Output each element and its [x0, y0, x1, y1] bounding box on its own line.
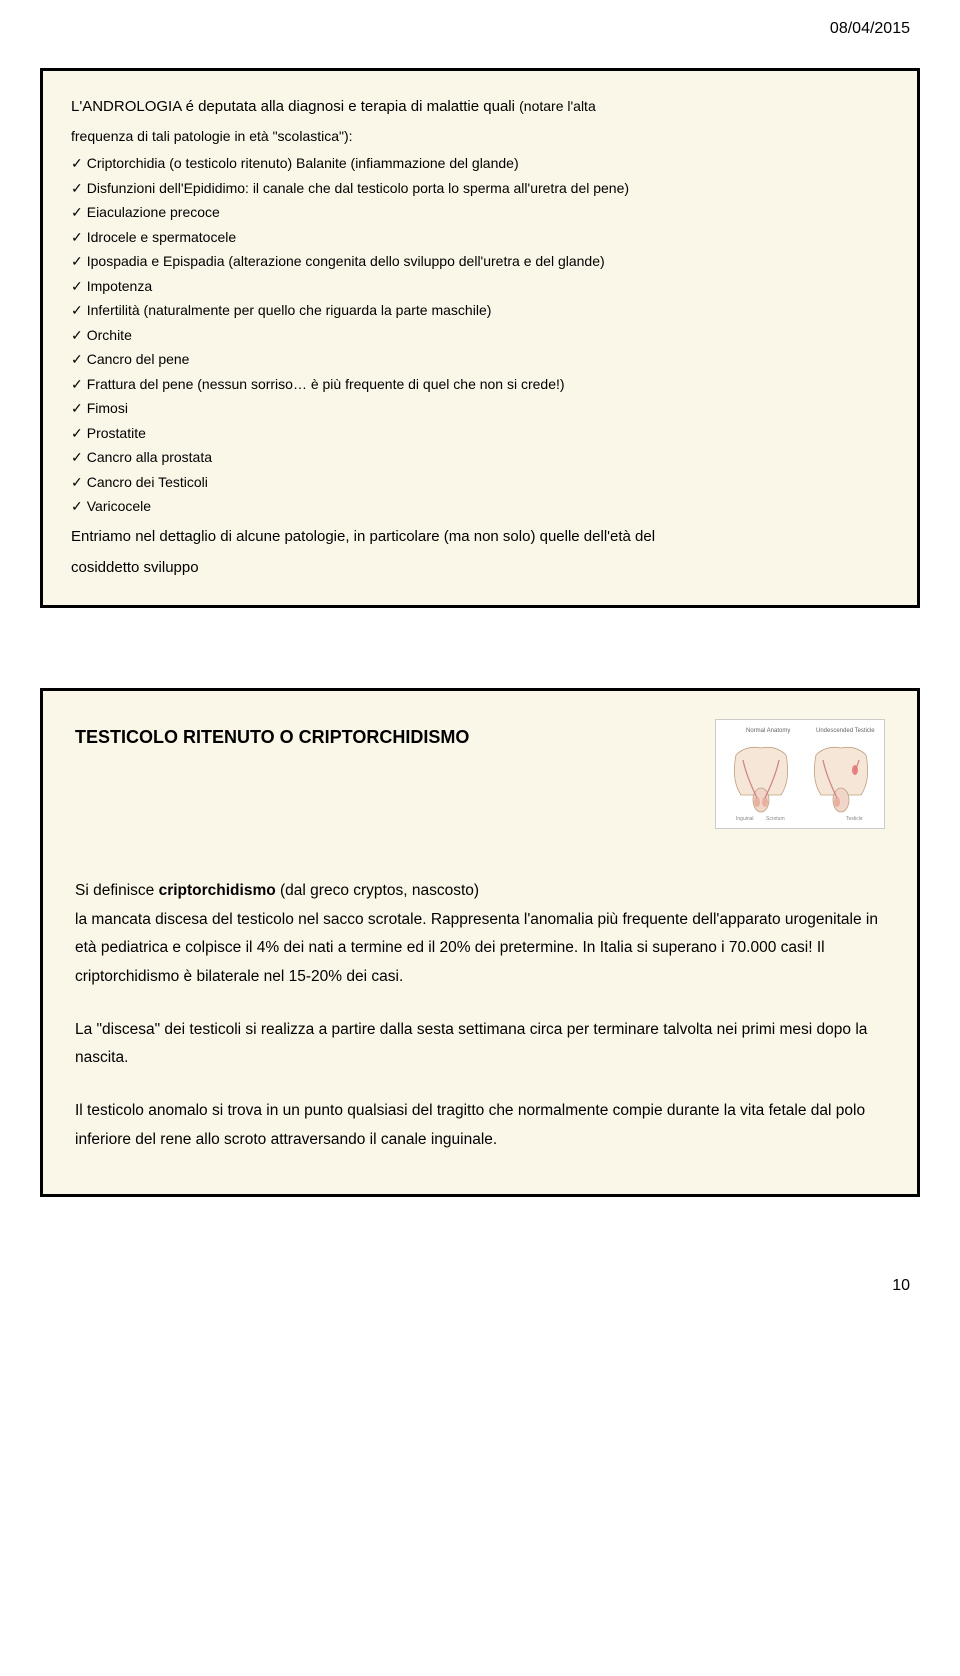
- p1-d: la mancata discesa del testicolo nel sac…: [75, 911, 878, 985]
- bullet-item: ✓Fimosi: [71, 396, 889, 421]
- check-icon: ✓: [71, 225, 83, 250]
- intro-paren: (notare l'alta: [519, 98, 596, 114]
- check-icon: ✓: [71, 200, 83, 225]
- bullet-text: Cancro alla prostata: [87, 445, 212, 470]
- bullet-item: ✓Varicocele: [71, 494, 889, 519]
- intro-lead: L'ANDROLOGIA é deputata alla diagnosi e …: [71, 98, 519, 115]
- bullet-text: Varicocele: [87, 494, 151, 519]
- bullet-item: ✓Eiaculazione precoce: [71, 200, 889, 225]
- slide2-header: TESTICOLO RITENUTO O CRIPTORCHIDISMO Nor…: [75, 719, 885, 829]
- p1-b: criptorchidismo: [159, 882, 276, 899]
- slide1-outro2: cosiddetto sviluppo: [71, 554, 889, 581]
- page-number: 10: [40, 1277, 920, 1295]
- slide1-intro-line2: frequenza di tali patologie in età "scol…: [71, 125, 889, 147]
- anatomy-diagram: Normal Anatomy Undescended Testicle: [715, 719, 885, 829]
- check-icon: ✓: [71, 494, 83, 519]
- check-icon: ✓: [71, 470, 83, 495]
- bullet-item: ✓Idrocele e spermatocele: [71, 225, 889, 250]
- bullet-item: ✓Frattura del pene (nessun sorriso… è pi…: [71, 372, 889, 397]
- bullet-item: ✓Impotenza: [71, 274, 889, 299]
- bullet-text: Orchite: [87, 323, 132, 348]
- check-icon: ✓: [71, 396, 83, 421]
- check-icon: ✓: [71, 445, 83, 470]
- bullet-item: ✓Disfunzioni dell'Epididimo: il canale c…: [71, 176, 889, 201]
- bullet-text: Criptorchidia (o testicolo ritenuto) Bal…: [87, 151, 519, 176]
- bullet-text: Idrocele e spermatocele: [87, 225, 236, 250]
- check-icon: ✓: [71, 249, 83, 274]
- bullet-text: Infertilità (naturalmente per quello che…: [87, 298, 492, 323]
- check-icon: ✓: [71, 347, 83, 372]
- bullet-text: Cancro dei Testicoli: [87, 470, 208, 495]
- bullet-item: ✓Cancro dei Testicoli: [71, 470, 889, 495]
- bullet-text: Disfunzioni dell'Epididimo: il canale ch…: [87, 176, 629, 201]
- svg-text:Testicle: Testicle: [846, 816, 863, 822]
- date-header: 08/04/2015: [40, 20, 920, 38]
- bullet-item: ✓Prostatite: [71, 421, 889, 446]
- svg-text:Inguinal: Inguinal: [736, 816, 754, 822]
- slide1-intro-line1: L'ANDROLOGIA é deputata alla diagnosi e …: [71, 95, 889, 119]
- bullet-text: Impotenza: [87, 274, 152, 299]
- check-icon: ✓: [71, 151, 83, 176]
- bullet-item: ✓Cancro del pene: [71, 347, 889, 372]
- p1-c: (dal greco cryptos, nascosto): [276, 882, 479, 899]
- bullet-text: Eiaculazione precoce: [87, 200, 220, 225]
- check-icon: ✓: [71, 323, 83, 348]
- check-icon: ✓: [71, 372, 83, 397]
- bullet-text: Prostatite: [87, 421, 146, 446]
- bullet-list: ✓Criptorchidia (o testicolo ritenuto) Ba…: [71, 151, 889, 519]
- bullet-text: Fimosi: [87, 396, 128, 421]
- bullet-item: ✓Ipospadia e Epispadia (alterazione cong…: [71, 249, 889, 274]
- check-icon: ✓: [71, 421, 83, 446]
- slide-1: L'ANDROLOGIA é deputata alla diagnosi e …: [40, 68, 920, 608]
- slide2-title: TESTICOLO RITENUTO O CRIPTORCHIDISMO: [75, 719, 469, 748]
- bullet-text: Cancro del pene: [87, 347, 190, 372]
- slide2-para2: La "discesa" dei testicoli si realizza a…: [75, 1016, 885, 1073]
- check-icon: ✓: [71, 298, 83, 323]
- svg-text:Scrotum: Scrotum: [766, 816, 785, 822]
- svg-text:Undescended Testicle: Undescended Testicle: [816, 728, 875, 734]
- slide2-para1: Si definisce criptorchidismo (dal greco …: [75, 877, 885, 992]
- bullet-text: Frattura del pene (nessun sorriso… è più…: [87, 372, 565, 397]
- check-icon: ✓: [71, 274, 83, 299]
- slide2-para3: Il testicolo anomalo si trova in un punt…: [75, 1097, 885, 1154]
- check-icon: ✓: [71, 176, 83, 201]
- slide1-outro1: Entriamo nel dettaglio di alcune patolog…: [71, 523, 889, 550]
- slide-2: TESTICOLO RITENUTO O CRIPTORCHIDISMO Nor…: [40, 688, 920, 1197]
- anatomy-svg: Normal Anatomy Undescended Testicle: [716, 720, 885, 829]
- svg-text:Normal Anatomy: Normal Anatomy: [746, 728, 790, 734]
- bullet-item: ✓Orchite: [71, 323, 889, 348]
- bullet-item: ✓Infertilità (naturalmente per quello ch…: [71, 298, 889, 323]
- bullet-item: ✓Cancro alla prostata: [71, 445, 889, 470]
- p1-a: Si definisce: [75, 882, 159, 899]
- page-wrap: 08/04/2015 L'ANDROLOGIA é deputata alla …: [0, 0, 960, 1335]
- bullet-item: ✓Criptorchidia (o testicolo ritenuto) Ba…: [71, 151, 889, 176]
- bullet-text: Ipospadia e Epispadia (alterazione conge…: [87, 249, 605, 274]
